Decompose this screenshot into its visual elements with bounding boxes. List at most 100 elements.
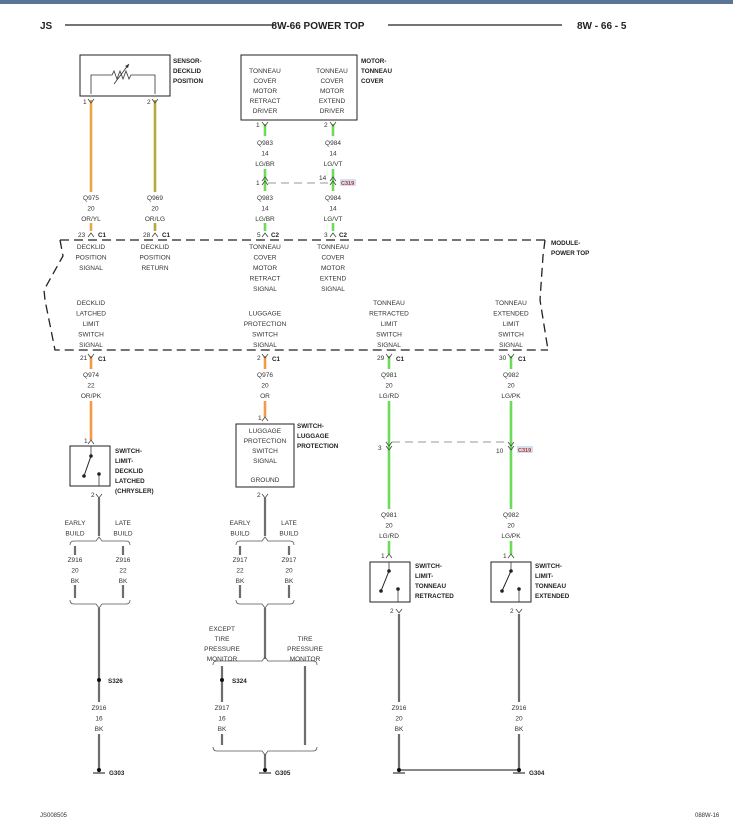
label-line: SIGNAL [253,342,277,349]
wire-label: Q983 14 LG/BR [255,195,275,223]
label-line: LUGGAGE [249,428,282,435]
pin-label: 28 [143,232,151,239]
label-line: BUILD [279,531,298,538]
sensor-name: SENSOR- DECKLID POSITION [173,58,204,85]
connector-c1: C1 [98,356,107,363]
label-line: LATCHED [115,478,145,485]
label-line: Z916 [68,557,83,564]
label-line: BK [395,726,404,733]
label-line: Q984 [325,140,341,147]
label-line: (CHRYSLER) [115,488,154,495]
label-line: 16 [95,716,103,723]
connector-labels: C319 C319 C1 C1 C2 C2 C1 C1 C1 C1 [98,179,533,454]
switch-extended-name: SWITCH- LIMIT- TONNEAU EXTENDED [535,563,570,600]
switch-tonneau-extended [490,561,532,603]
label-line: 20 [515,716,523,723]
connector-c1: C1 [98,232,107,239]
label-line: EARLY [65,520,86,527]
motor-name: MOTOR- TONNEAU COVER [361,58,392,85]
ground-g305: G305 [275,770,291,777]
label-line: Z917 [215,705,230,712]
label-line: POSITION [139,255,170,262]
pin-label: 1 [256,122,260,129]
label-line: RETRACT [250,98,281,105]
label-line: COVER [321,255,344,262]
label-line: LATCHED [76,311,106,318]
label-line: 16 [218,716,226,723]
label-line: 22 [236,568,244,575]
pin-label: 3 [378,445,382,452]
pin-label: 2 [91,492,95,499]
label-line: Q982 [503,512,519,519]
label-line: OR [260,393,270,400]
label-line: SWITCH- [297,423,324,430]
ground-wires [73,498,521,768]
label-line: 20 [87,206,95,213]
sensor-decklid-position [79,54,171,97]
label-line: DECKLID [77,244,105,251]
label-line: RETRACT [250,276,281,283]
pin-label: 2 [147,99,151,106]
label-line: LG/RD [379,533,399,540]
wire-label: Q982 20 LG/PK [501,512,521,540]
option-late-build: LATE BUILD [113,520,132,538]
sheet-id: 088W-16 [695,813,720,819]
label-line: POWER TOP [551,250,589,257]
ground-g304: G304 [529,770,545,777]
label-line: MOTOR [320,88,344,95]
top-bar [0,0,733,4]
module-power-top-outline [43,239,549,351]
wire-label: Z917 22 BK [233,557,248,585]
wire-label: Q984 14 LG/VT [324,140,343,168]
label-line: EXTENDED [535,593,570,600]
label-line: SIGNAL [321,286,345,293]
label-line: LG/BR [255,216,275,223]
switch-luggage-protection [235,423,295,488]
variable-resistor-icon [90,63,156,94]
pin-label: 1 [258,415,262,422]
label-line: LG/PK [501,393,521,400]
label-line: Q982 [503,372,519,379]
label-line: SWITCH [376,332,402,339]
wire-label: Z916 22 BK [116,557,131,585]
connector-c2: C2 [339,232,348,239]
wire-label: Q983 14 LG/BR [255,140,275,168]
pin-label: 1 [256,180,260,187]
label-line: PRESSURE [204,646,240,653]
pin-label: 2 [257,355,261,362]
pin-label: 1 [381,553,385,560]
build-option-braces [69,536,318,756]
switch-tonneau-retracted [369,561,411,603]
label-line: 20 [385,523,393,530]
connector-badge [517,446,533,453]
pin-label: 29 [377,355,385,362]
signal-decklid-return: DECKLID POSITION RETURN [139,244,170,272]
label-line: SIGNAL [377,342,401,349]
switch-decklid-name: SWITCH- LIMIT- DECKLID LATCHED (CHRYSLER) [115,448,154,495]
label-line: LIMIT [503,321,520,328]
connector-c319: C319 [341,181,354,187]
label-line: 20 [151,206,159,213]
label-line: SWITCH [252,332,278,339]
pin-label: 3 [324,232,328,239]
label-line: SWITCH- [115,448,142,455]
label-line: DECKLID [173,68,201,75]
module-name: MODULE- POWER TOP [551,240,589,257]
option-except-tire-pressure-monitor: EXCEPT TIRE PRESSURE MONITOR [204,626,240,663]
pin-label: 2 [257,492,261,499]
label-line: TONNEAU [495,300,527,307]
connector-c1: C1 [272,356,281,363]
label-line: EARLY [230,520,251,527]
label-line: SWITCH [78,332,104,339]
label-line: TONNEAU [316,68,348,75]
label-line: BK [95,726,104,733]
splice-dot [97,678,101,682]
label-line: 20 [261,383,269,390]
label-line: PRESSURE [287,646,323,653]
label-line: EXCEPT [209,626,235,633]
label-line: COVER [253,78,276,85]
label-line: 20 [507,383,515,390]
label-line: TONNEAU [317,244,349,251]
label-line: RETRACTED [415,593,454,600]
connector-c1: C1 [396,356,405,363]
